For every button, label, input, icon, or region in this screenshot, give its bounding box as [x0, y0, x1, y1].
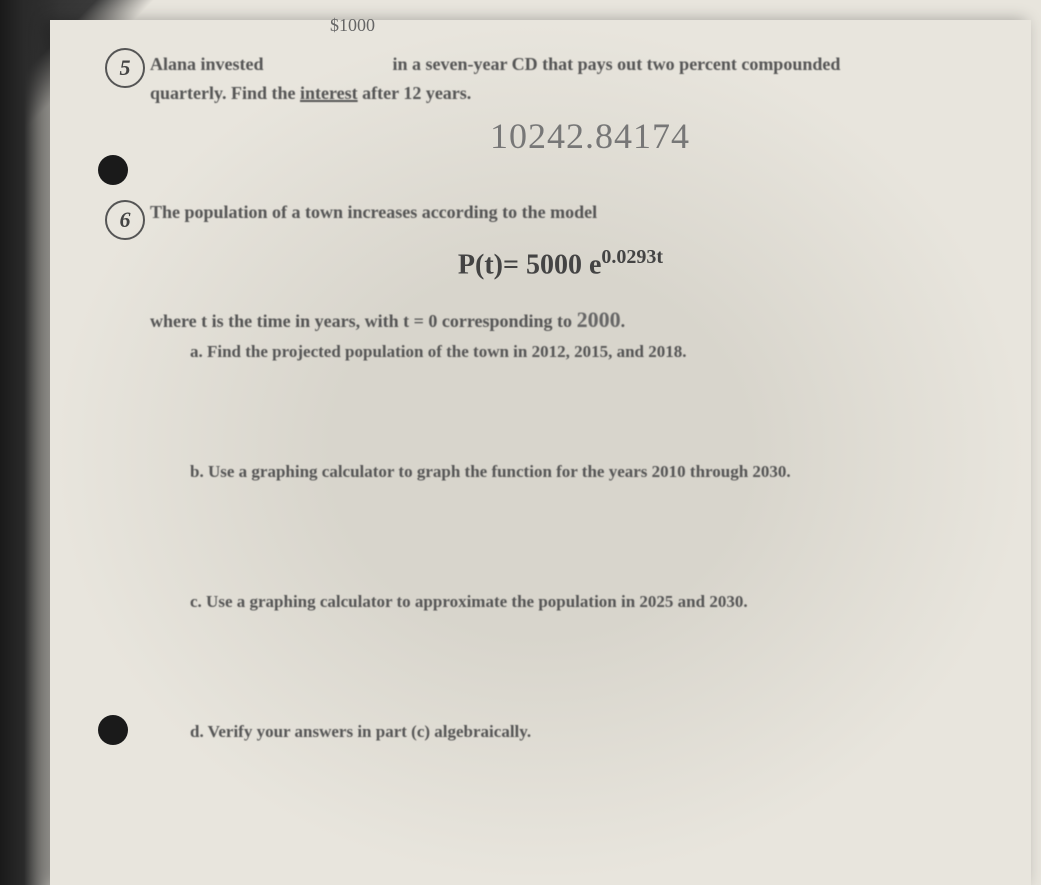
problem-6-where: where t is the time in years, with t = 0… — [150, 302, 971, 337]
problem-6-intro: The population of a town increases accor… — [150, 198, 971, 227]
problem-6-number: 6 — [105, 200, 145, 240]
worksheet-page: $1000 5 Alana invested in a seven-year C… — [50, 20, 1031, 885]
item-d: d. Verify your answers in part (c) algeb… — [190, 722, 971, 742]
where-year: 2000 — [577, 307, 621, 332]
item-a: a. Find the projected population of the … — [190, 342, 971, 362]
problem-5-number-text: 5 — [120, 55, 131, 81]
where-period: . — [621, 311, 626, 331]
problem-5-number: 5 — [105, 48, 145, 88]
problem-5-line2: quarterly. Find the interest after 12 ye… — [150, 79, 971, 108]
problem-5-block: Alana invested in a seven-year CD that p… — [150, 20, 971, 108]
p5-text-2: in a seven-year CD that pays out two per… — [393, 54, 841, 74]
p5-interest: interest — [300, 83, 358, 103]
problem-5-line1: Alana invested in a seven-year CD that p… — [150, 50, 971, 79]
problem-6-number-text: 6 — [120, 207, 131, 233]
item-c: c. Use a graphing calculator to approxim… — [190, 592, 971, 612]
where-1: where t is the time in years, with t = 0… — [150, 311, 577, 331]
item-b: b. Use a graphing calculator to graph th… — [190, 462, 971, 482]
problem-6-block: The population of a town increases accor… — [150, 108, 971, 742]
hole-punch-2 — [98, 715, 128, 745]
problem-6-formula: P(t)= 5000 e0.0293t — [150, 246, 971, 281]
formula-lhs: P(t)= 5000 e — [458, 250, 601, 281]
p5-text-4: after 12 years. — [358, 83, 472, 103]
p5-text-1: Alana invested — [150, 54, 264, 74]
formula-exp: 0.0293t — [601, 246, 663, 268]
problem-5-answer-handwritten: 10242.84174 — [490, 115, 690, 157]
p5-text-3: quarterly. Find the — [150, 83, 300, 103]
hole-punch-1 — [98, 155, 128, 185]
top-scribble: $1000 — [330, 15, 375, 36]
